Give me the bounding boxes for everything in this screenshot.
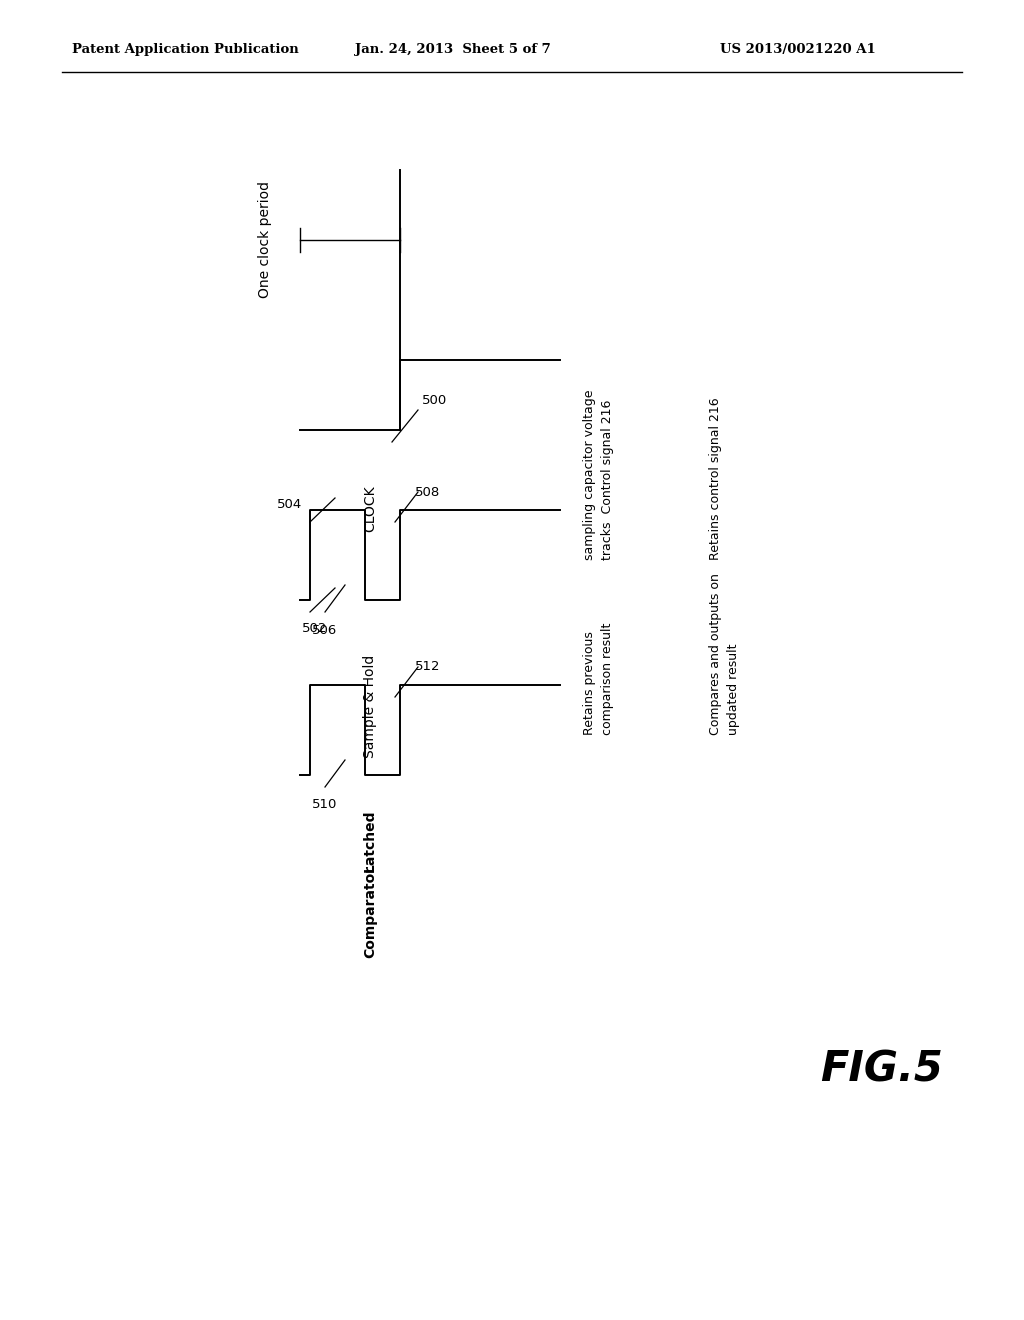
- Text: 504: 504: [278, 499, 303, 511]
- Text: sampling capacitor voltage: sampling capacitor voltage: [584, 389, 597, 560]
- Text: updated result: updated result: [726, 644, 739, 735]
- Text: 502: 502: [302, 622, 328, 635]
- Text: FIG.5: FIG.5: [820, 1049, 943, 1092]
- Text: 512: 512: [416, 660, 440, 673]
- Text: Retains previous: Retains previous: [584, 631, 597, 735]
- Text: CLOCK: CLOCK: [362, 484, 377, 532]
- Text: tracks  Control signal 216: tracks Control signal 216: [601, 400, 614, 560]
- Text: One clock period: One clock period: [258, 181, 272, 298]
- Text: Jan. 24, 2013  Sheet 5 of 7: Jan. 24, 2013 Sheet 5 of 7: [355, 44, 551, 57]
- Text: Retains control signal 216: Retains control signal 216: [709, 397, 722, 560]
- Text: comparison result: comparison result: [601, 623, 614, 735]
- Text: 500: 500: [422, 393, 447, 407]
- Text: Patent Application Publication: Patent Application Publication: [72, 44, 299, 57]
- Text: Compares and outputs on: Compares and outputs on: [709, 573, 722, 735]
- Text: 508: 508: [416, 486, 440, 499]
- Text: 506: 506: [312, 623, 338, 636]
- Text: 510: 510: [312, 799, 338, 812]
- Text: US 2013/0021220 A1: US 2013/0021220 A1: [720, 44, 876, 57]
- Text: Sample & Hold: Sample & Hold: [362, 655, 377, 758]
- Text: Latched: Latched: [362, 810, 377, 873]
- Text: Comparator: Comparator: [362, 865, 377, 958]
